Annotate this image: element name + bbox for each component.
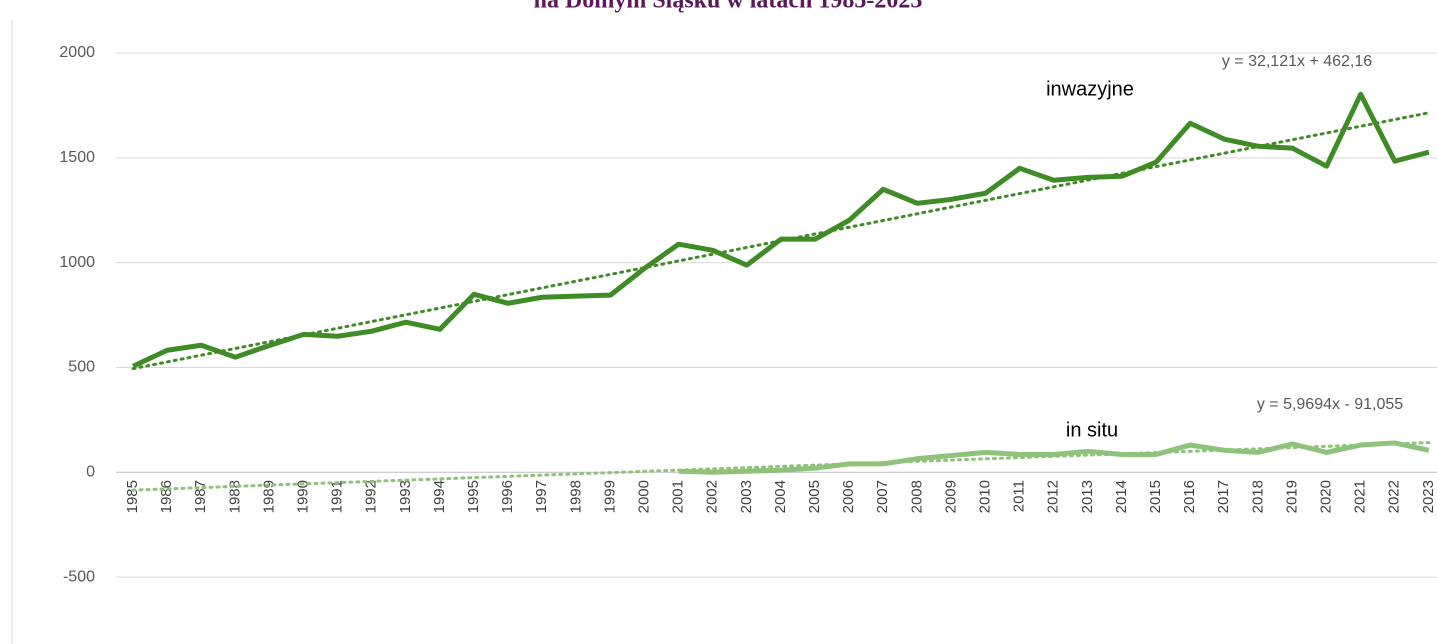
x-tick-label: 2017 [1215,480,1232,513]
x-tick-label: 2015 [1147,480,1164,513]
x-tick-label: 2014 [1113,480,1130,513]
x-tick-label: 2010 [977,480,994,513]
x-tick-label: 1990 [295,480,312,513]
x-tick-label: 2019 [1283,480,1300,513]
x-tick-label: 1985 [124,480,141,513]
x-tick-label: 2008 [908,480,925,513]
x-tick-label: 2004 [772,480,789,513]
x-tick-label: 2009 [942,480,959,513]
y-tick-label: 1500 [59,149,95,166]
x-tick-label: 2022 [1386,480,1403,513]
x-tick-label: 1991 [329,480,346,513]
x-tick-label: 2003 [738,480,755,513]
x-tick-label: 2002 [704,480,721,513]
x-tick-label: 1997 [533,480,550,513]
x-tick-label: 2011 [1011,480,1028,512]
x-tick-label: 2016 [1181,480,1198,513]
series-line [678,440,1430,475]
x-tick-label: 2012 [1045,480,1062,513]
series-label: in situ [1066,419,1118,441]
x-tick-label: 2005 [806,480,823,513]
x-tick-label: 1996 [499,480,516,513]
y-tick-label: 500 [68,359,95,376]
y-tick-label: -500 [63,568,95,585]
x-tick-label: 1987 [192,480,209,513]
x-tick-label: 2007 [874,480,891,513]
y-tick-label: 0 [86,464,95,481]
x-tick-label: 2023 [1420,480,1437,513]
x-tick-label: 1989 [260,480,277,513]
y-tick-label: 2000 [59,44,95,61]
y-tick-label: 1000 [59,254,95,271]
x-tick-label: 1992 [363,480,380,513]
x-tick-label: 2013 [1079,480,1096,513]
series-line [131,91,1430,369]
x-tick-label: 2020 [1318,480,1335,513]
x-tick-label: 2018 [1249,480,1266,513]
x-tick-label: 1998 [567,480,584,513]
x-tick-label: 2021 [1352,480,1369,513]
x-tick-label: 2006 [840,480,857,513]
x-tick-label: 1994 [431,480,448,513]
trendline-label: y = 32,121x + 462,16 [1222,53,1372,70]
x-tick-label: 1993 [397,480,414,513]
chart-title: na Dolnym Śląsku w latach 1985-2023 [534,0,923,14]
x-tick-label: 1995 [465,480,482,513]
x-tick-label: 1999 [601,480,618,513]
x-tick-label: 2001 [670,480,687,513]
x-tick-label: 1986 [158,480,175,513]
series-label: inwazyjne [1046,78,1134,100]
x-tick-label: 1988 [226,480,243,513]
x-tick-label: 2000 [636,480,653,513]
trendline-label: y = 5,9694x - 91,055 [1257,396,1403,413]
